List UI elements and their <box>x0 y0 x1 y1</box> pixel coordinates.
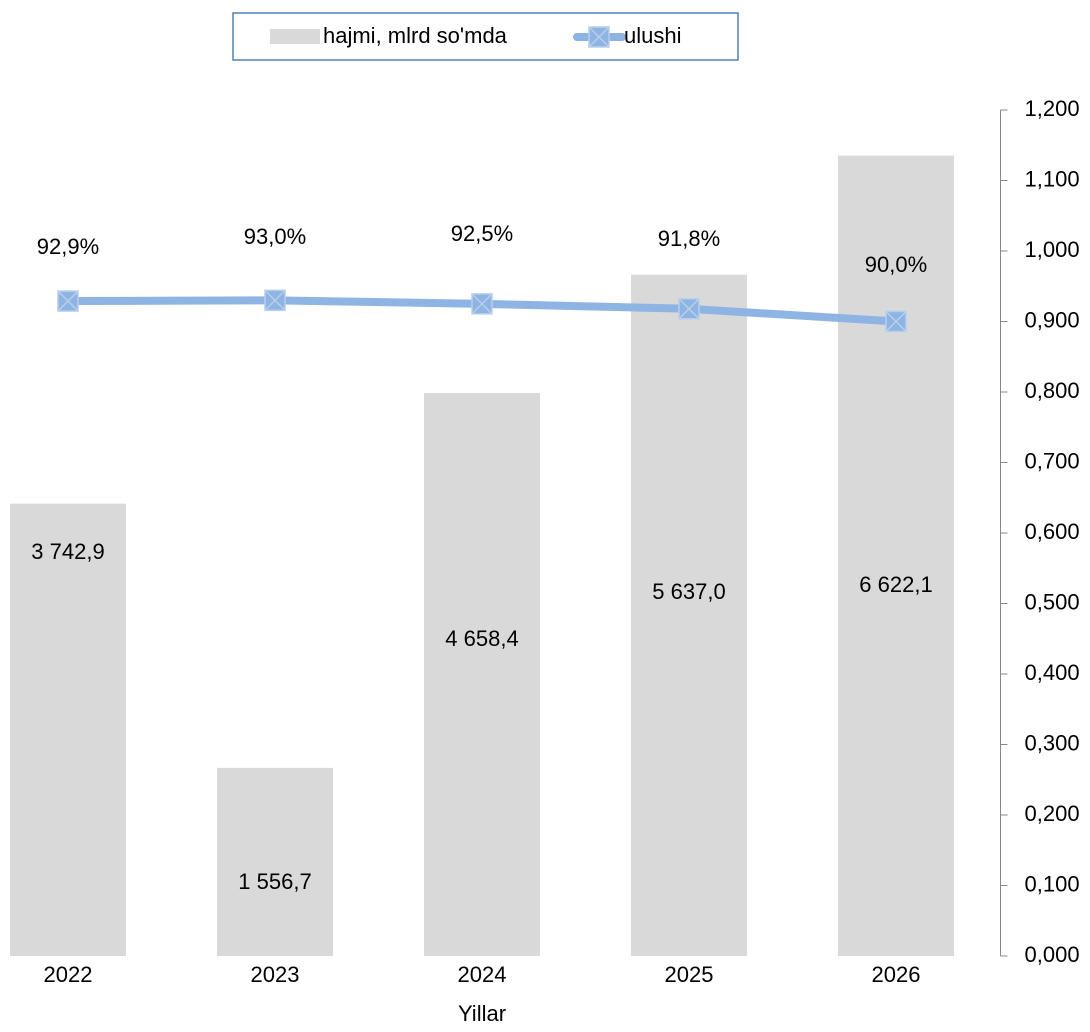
y2-tick-label: 0,300 <box>1025 730 1080 755</box>
line-marker <box>57 290 79 312</box>
y2-tick-label: 1,000 <box>1025 237 1080 262</box>
legend-swatch <box>270 29 320 44</box>
y2-tick-label: 0,800 <box>1025 378 1080 403</box>
line-marker <box>264 289 286 312</box>
y2-tick-label: 0,600 <box>1025 519 1080 544</box>
x-tick-label: 2025 <box>665 962 714 987</box>
bar <box>631 274 747 956</box>
marker-part <box>57 290 79 312</box>
line-value-label: 91,8% <box>658 226 720 251</box>
marker-part <box>885 310 907 333</box>
bar <box>838 155 954 956</box>
y2-tick-label: 0,500 <box>1025 589 1080 614</box>
y2-tick-label: 1,200 <box>1025 96 1080 121</box>
marker-part <box>471 293 493 315</box>
line-value-label: 93,0% <box>244 224 306 249</box>
x-tick-label: 2024 <box>458 962 507 987</box>
marker-part <box>678 298 700 320</box>
bar-value-label: 5 637,0 <box>652 579 725 604</box>
line-marker <box>471 293 493 315</box>
bar <box>424 392 540 956</box>
line-marker <box>588 26 610 48</box>
x-tick-label: 2023 <box>251 962 300 987</box>
y2-tick-label: 1,100 <box>1025 166 1080 191</box>
line-value-label: 92,9% <box>37 234 99 259</box>
bar-value-label: 3 742,9 <box>31 539 104 564</box>
y2-tick-label: 0,000 <box>1025 942 1080 967</box>
legend-label: hajmi, mlrd so'mda <box>323 23 508 48</box>
x-tick-label: 2022 <box>44 962 93 987</box>
marker-part <box>264 289 286 311</box>
line-marker <box>885 310 907 333</box>
y2-tick-label: 0,700 <box>1025 448 1080 473</box>
line-marker <box>678 298 700 320</box>
x-axis-title: Yillar <box>458 1001 506 1026</box>
bar-value-label: 1 556,7 <box>238 869 311 894</box>
bar-value-label: 4 658,4 <box>445 626 518 651</box>
x-tick-label: 2026 <box>872 962 921 987</box>
marker-part <box>588 26 610 48</box>
y2-tick-label: 0,400 <box>1025 660 1080 685</box>
line-value-label: 92,5% <box>451 221 513 246</box>
y2-tick-label: 0,900 <box>1025 307 1080 332</box>
bar <box>10 503 126 956</box>
legend-label: ulushi <box>624 23 681 48</box>
y2-tick-label: 0,200 <box>1025 801 1080 826</box>
y2-tick-label: 0,100 <box>1025 871 1080 896</box>
line-value-label: 90,0% <box>865 252 927 277</box>
bar-value-label: 6 622,1 <box>859 572 932 597</box>
bar <box>217 767 333 956</box>
